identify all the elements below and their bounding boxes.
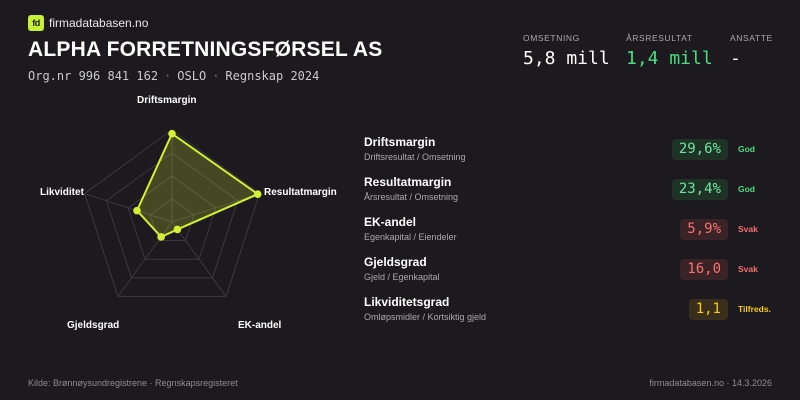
radar-point-gjeldsgrad bbox=[157, 233, 165, 241]
kpi-label: ANSATTE bbox=[730, 33, 773, 43]
kpi-employees: ANSATTE - bbox=[730, 33, 773, 69]
metric-value: 5,9% bbox=[680, 219, 728, 240]
radar-grid-ring bbox=[83, 129, 261, 297]
logo-icon: fd bbox=[28, 15, 44, 31]
metrics-list: Driftsmargin Driftsresultat / Omsetning … bbox=[364, 135, 784, 335]
radar-label-ek-andel: EK-andel bbox=[238, 320, 282, 331]
company-name: ALPHA FORRETNINGSFØRSEL AS bbox=[28, 38, 383, 61]
radar-point-ek-andel bbox=[173, 225, 182, 234]
metric-value: 1,1 bbox=[688, 299, 728, 320]
footer-site-date[interactable]: firmadatabasen.no · 14.3.2026 bbox=[649, 378, 772, 388]
metric-value: 29,6% bbox=[671, 139, 728, 160]
metric-value: 23,4% bbox=[671, 179, 728, 200]
radar-label-likviditet: Likviditet bbox=[40, 187, 84, 198]
metric-formula: Gjeld / Egenkapital bbox=[364, 272, 440, 282]
kpi-label: ÅRSRESULTAT bbox=[626, 33, 693, 43]
metric-name: Gjeldsgrad bbox=[364, 255, 427, 269]
metric-status: Tilfreds. bbox=[738, 304, 771, 314]
separator: · bbox=[212, 69, 220, 83]
kpi-result: ÅRSRESULTAT 1,4 mill bbox=[626, 33, 713, 69]
kpi-revenue: OMSETNING 5,8 mill bbox=[523, 33, 610, 69]
metric-row: Likviditetsgrad Omløpsmidler / Kortsikti… bbox=[364, 295, 784, 335]
radar-label-gjeldsgrad: Gjeldsgrad bbox=[67, 320, 120, 331]
metric-row: Gjeldsgrad Gjeld / Egenkapital 16,0 Svak bbox=[364, 255, 784, 295]
kpi-label: OMSETNING bbox=[523, 33, 580, 43]
radar-grid-ring bbox=[127, 175, 217, 260]
metric-name: EK-andel bbox=[364, 215, 417, 229]
metric-status: Svak bbox=[738, 264, 758, 274]
metric-name: Likviditetsgrad bbox=[364, 295, 450, 309]
metric-value: 16,0 bbox=[680, 259, 728, 280]
company-meta: Org.nr 996 841 162 · OSLO · Regnskap 2024 bbox=[28, 69, 319, 83]
radar-grid-ring bbox=[105, 152, 239, 279]
org-number: Org.nr 996 841 162 bbox=[28, 69, 159, 83]
metric-formula: Driftsresultat / Omsetning bbox=[364, 152, 466, 162]
radar-series-area bbox=[136, 132, 259, 238]
radar-spoke bbox=[84, 193, 173, 223]
separator: · bbox=[164, 69, 172, 83]
kpi-value: 5,8 mill bbox=[523, 48, 610, 69]
metric-formula: Egenkapital / Eiendeler bbox=[364, 232, 457, 242]
metric-row: Resultatmargin Årsresultat / Omsetning 2… bbox=[364, 175, 784, 215]
radar-label-resultatmargin: Resultatmargin bbox=[264, 187, 337, 198]
brand-name[interactable]: firmadatabasen.no bbox=[49, 16, 149, 30]
kpi-value: 1,4 mill bbox=[626, 48, 713, 69]
accounting-year: Regnskap 2024 bbox=[225, 69, 320, 83]
metric-row: EK-andel Egenkapital / Eiendeler 5,9% Sv… bbox=[364, 215, 784, 255]
radar-label-driftsmargin: Driftsmargin bbox=[137, 95, 197, 106]
radar-point-driftsmargin bbox=[168, 129, 176, 138]
metric-name: Driftsmargin bbox=[364, 135, 436, 149]
metric-row: Driftsmargin Driftsresultat / Omsetning … bbox=[364, 135, 784, 175]
kpi-value: - bbox=[730, 48, 741, 69]
metric-name: Resultatmargin bbox=[364, 175, 452, 189]
metric-status: God bbox=[738, 184, 755, 194]
footer-source: Kilde: Brønnøysundregistrene · Regnskaps… bbox=[28, 378, 238, 388]
metric-status: Svak bbox=[738, 224, 758, 234]
radar-point-likviditet bbox=[133, 206, 141, 215]
metric-status: God bbox=[738, 144, 755, 154]
radar-point-resultatmargin bbox=[253, 190, 262, 198]
radar-spoke bbox=[171, 193, 260, 223]
metric-formula: Omløpsmidler / Kortsiktig gjeld bbox=[364, 312, 487, 322]
radar-grid-ring bbox=[149, 198, 195, 242]
radar-spoke bbox=[171, 221, 227, 297]
company-city: OSLO bbox=[177, 69, 207, 83]
metric-formula: Årsresultat / Omsetning bbox=[364, 192, 459, 202]
